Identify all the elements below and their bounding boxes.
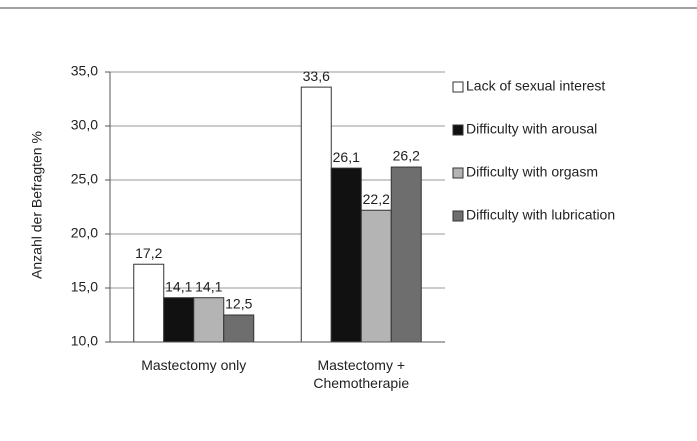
- bar: [300, 86, 332, 343]
- value-label: 14,1: [165, 278, 192, 294]
- value-label: 12,5: [225, 296, 252, 312]
- legend-swatch: [452, 210, 464, 222]
- legend-label: Difficulty with arousal: [466, 121, 597, 137]
- bar: [360, 209, 392, 343]
- bar: [223, 314, 255, 343]
- y-axis-label: Anzahl der Befragten %: [29, 131, 45, 279]
- value-label: 33,6: [303, 68, 330, 84]
- y-tick-label: 35,0: [71, 63, 98, 79]
- bar: [163, 297, 195, 343]
- value-label: 17,2: [135, 245, 162, 261]
- x-tick-label: Mastectomy + Chemotherapie: [313, 357, 410, 391]
- y-tick-label: 20,0: [71, 225, 98, 241]
- value-label: 14,1: [195, 278, 222, 294]
- y-tick-label: 15,0: [71, 279, 98, 295]
- y-tick-label: 30,0: [71, 117, 98, 133]
- x-tick-label: Mastectomy only: [141, 357, 247, 373]
- value-label: 26,2: [393, 148, 420, 164]
- legend-label: Difficulty with lubrication: [466, 207, 615, 223]
- value-label: 26,1: [333, 149, 360, 165]
- bar: [390, 166, 422, 343]
- legend-swatch: [452, 81, 464, 93]
- bar: [330, 167, 362, 343]
- bar: [193, 297, 225, 343]
- legend-label: Lack of sexual interest: [466, 78, 605, 94]
- legend-swatch: [452, 167, 464, 179]
- value-label: 22,2: [363, 191, 390, 207]
- bar: [133, 263, 165, 343]
- y-tick-label: 25,0: [71, 171, 98, 187]
- legend-swatch: [452, 124, 464, 136]
- y-tick-label: 10,0: [71, 333, 98, 349]
- legend-label: Difficulty with orgasm: [466, 164, 598, 180]
